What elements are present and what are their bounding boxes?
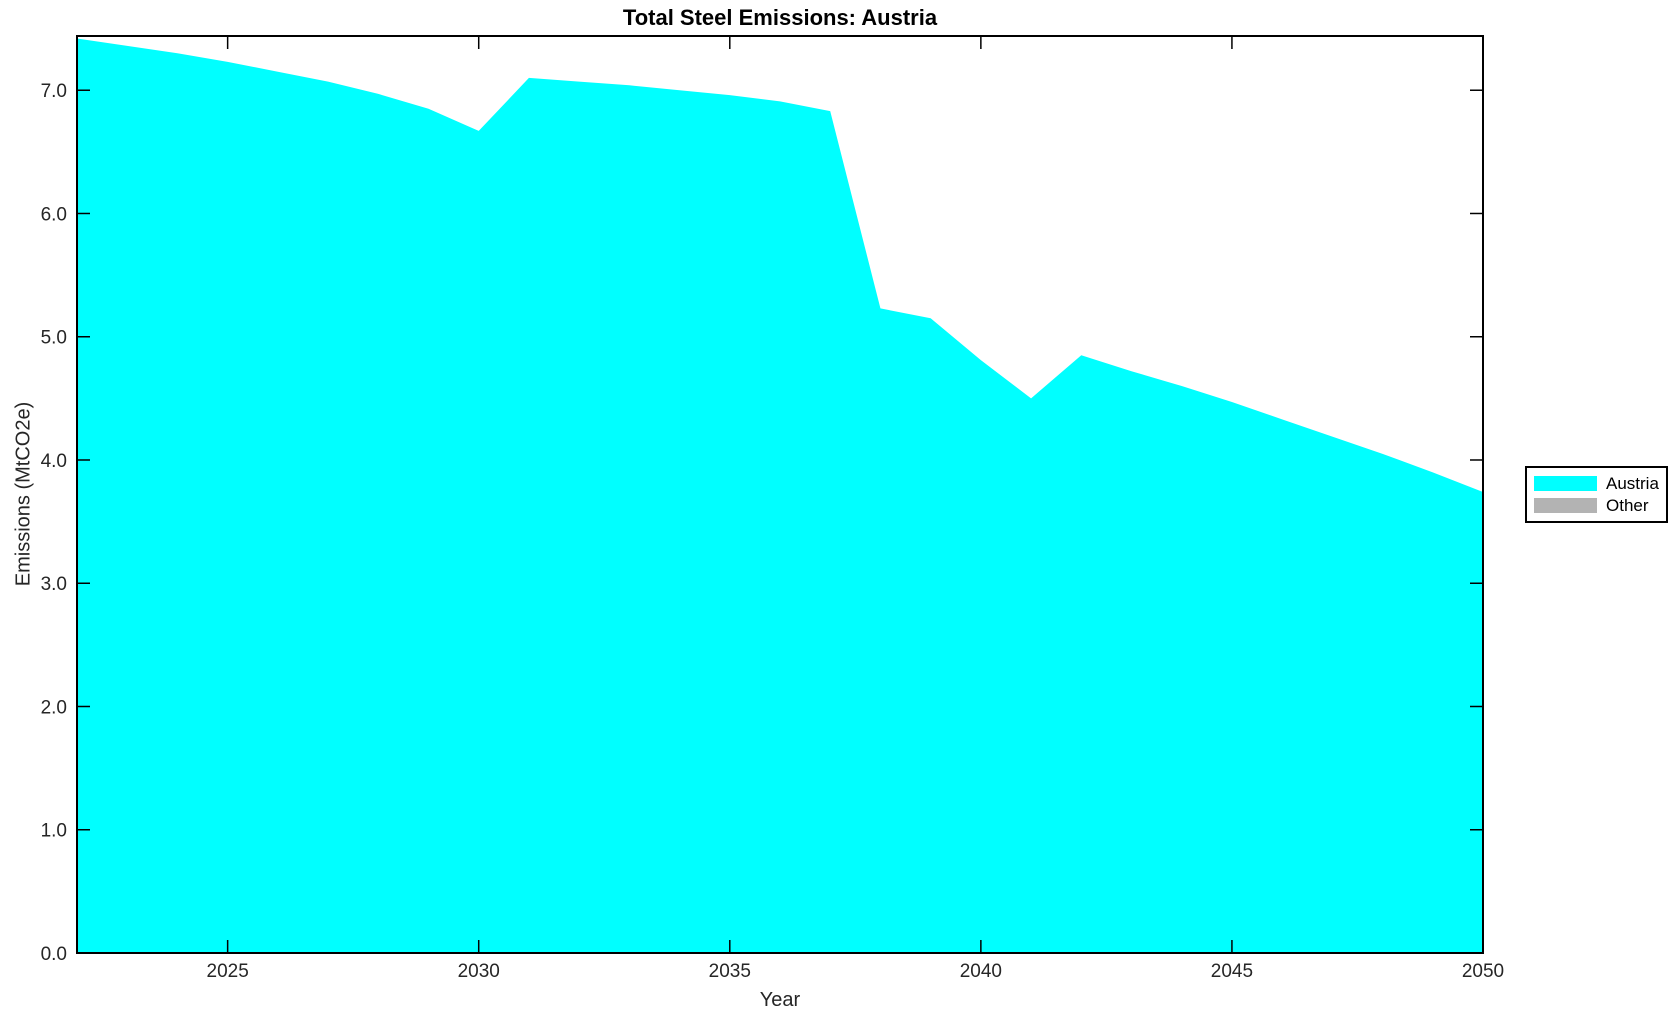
y-tick-label-3.0: 3.0 (41, 574, 67, 595)
x-tick-label-2035: 2035 (709, 961, 751, 982)
legend-item-other: Other (1534, 497, 1666, 514)
x-tick-label-2030: 2030 (458, 961, 500, 982)
y-axis-label: Emissions (MtCO2e) (12, 401, 35, 587)
y-tick-label-5.0: 5.0 (41, 328, 67, 349)
x-tick-label-2050: 2050 (1462, 961, 1504, 982)
area-series-austria (77, 38, 1483, 954)
y-tick-label-7.0: 7.0 (41, 81, 67, 102)
y-tick-label-1.0: 1.0 (41, 821, 67, 842)
y-tick-label-4.0: 4.0 (41, 451, 67, 472)
x-tick-label-2025: 2025 (207, 961, 249, 982)
legend-label-austria: Austria (1606, 474, 1659, 493)
legend-swatch-austria (1534, 476, 1597, 491)
x-axis-label: Year (759, 989, 801, 1011)
legend-label-other: Other (1606, 496, 1649, 515)
legend-item-austria: Austria (1534, 475, 1666, 492)
chart-title: Total Steel Emissions: Austria (622, 5, 938, 30)
y-tick-label-6.0: 6.0 (41, 204, 67, 225)
y-tick-label-0.0: 0.0 (41, 944, 67, 965)
axes-box (76, 35, 1484, 954)
y-tick-label-2.0: 2.0 (41, 697, 67, 718)
legend-swatch-other (1534, 498, 1597, 513)
legend: Austria Other (1525, 466, 1668, 523)
x-tick-label-2040: 2040 (960, 961, 1002, 982)
x-tick-label-2045: 2045 (1211, 961, 1253, 982)
